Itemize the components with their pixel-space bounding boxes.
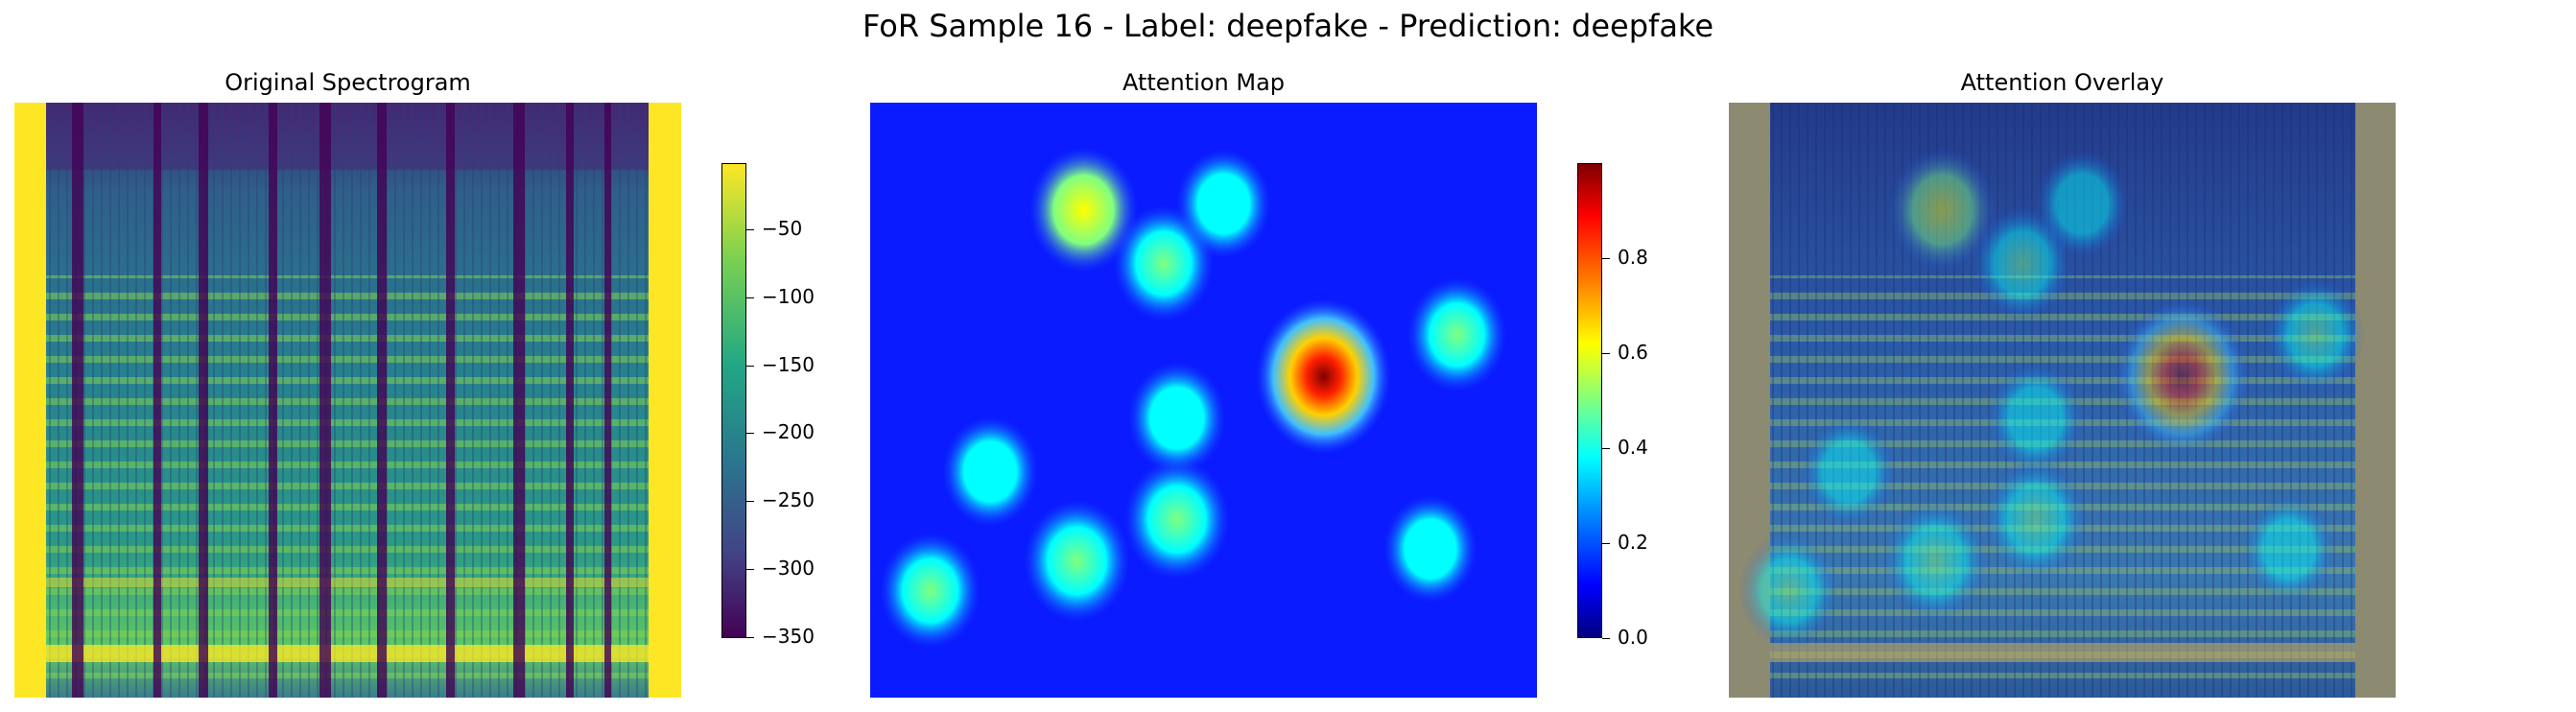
attention-hotspot [1887, 147, 1997, 273]
attention-hotspot [880, 533, 981, 649]
attention-hotspot [2266, 277, 2365, 392]
cbar1-tick-4: −250 [762, 488, 815, 511]
attention-hotspot [1028, 147, 1138, 273]
figure-title: FoR Sample 16 - Label: deepfake - Predic… [862, 8, 1713, 44]
attention-hotspot [1024, 500, 1130, 622]
cbar1-tick-5: −300 [762, 557, 815, 580]
attention-hotspot [1128, 362, 1226, 474]
cbar2-tick-4: 0.0 [1618, 626, 1648, 649]
attention-hotspot [942, 416, 1038, 527]
attention-colorbar [1577, 163, 1602, 638]
attention-map-title: Attention Map [1122, 69, 1286, 96]
attention-hotspot [2242, 495, 2336, 603]
cbar2-tick-1: 0.6 [1618, 341, 1648, 364]
attention-overlay-heatmap [1729, 103, 2396, 698]
cbar1-tick-0: −50 [762, 217, 803, 240]
attention-hotspot [1983, 459, 2089, 580]
spectrogram-title: Original Spectrogram [225, 69, 471, 96]
attention-hotspot [1738, 533, 1839, 649]
cbar1-tick-2: −150 [762, 353, 815, 376]
attention-hotspot [1176, 150, 1271, 258]
attention-hotspot [1383, 495, 1477, 603]
cbar2-tick-2: 0.4 [1618, 436, 1648, 459]
attention-hotspot [2115, 298, 2250, 454]
cbar2-tick-0: 0.8 [1618, 246, 1648, 269]
attention-hotspot [1987, 362, 2085, 474]
cbar1-tick-6: −350 [762, 625, 815, 648]
attention-hotspot [1124, 459, 1230, 580]
cbar1-tick-1: −100 [762, 285, 815, 308]
cbar2-tick-3: 0.2 [1618, 531, 1648, 554]
spectrogram-colorbar [721, 163, 746, 638]
attention-hotspot [1801, 416, 1897, 527]
attention-hotspot [2035, 150, 2130, 258]
attention-hotspot [1256, 298, 1391, 454]
attention-map-heatmap [870, 103, 1537, 698]
attention-hotspot [1407, 277, 1506, 392]
spectrogram-heatmap [14, 103, 681, 698]
cbar1-tick-3: −200 [762, 420, 815, 443]
attention-hotspot [1882, 500, 1989, 622]
overlay-title: Attention Overlay [1960, 69, 2164, 96]
